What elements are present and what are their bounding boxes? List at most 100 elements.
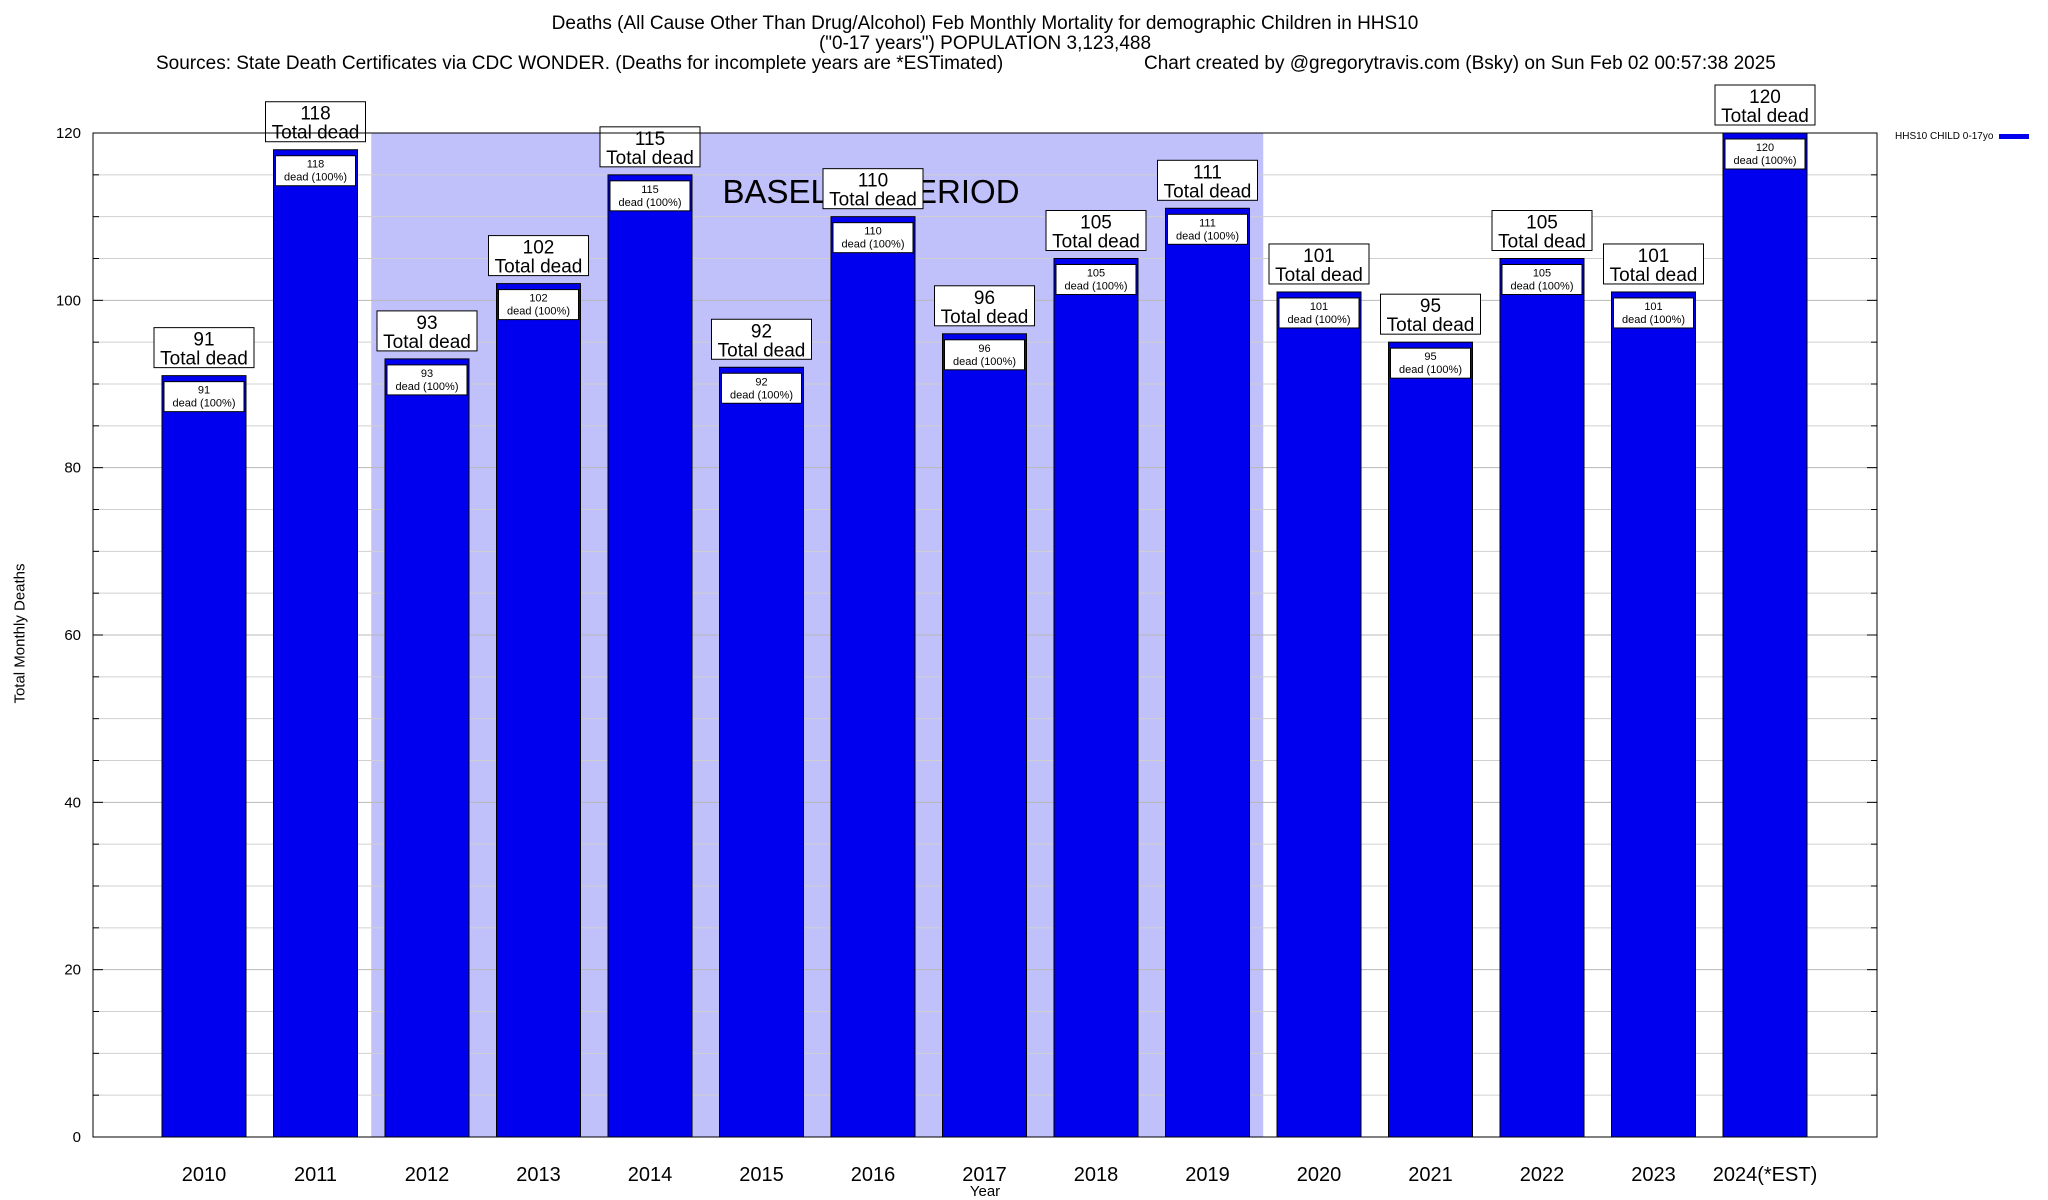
- bar-inner-label-box: [1167, 213, 1248, 245]
- bar-inner-label-box: [1055, 264, 1137, 295]
- legend-swatch: [1999, 133, 2030, 139]
- bar-inner-value: 93: [421, 368, 433, 380]
- bar-total-value: 91: [193, 330, 214, 351]
- bar-total-value: 102: [523, 238, 555, 259]
- bar: [1276, 291, 1362, 1138]
- bar-total-label-box: [1380, 293, 1481, 335]
- y-tick-label: 40: [64, 794, 81, 811]
- bar-total-value: 95: [1420, 296, 1441, 317]
- chart-credit: Chart created by @gregorytravis.com (Bsk…: [1144, 53, 1776, 74]
- chart-title-line2: ("0-17 years") POPULATION 3,123,488: [818, 33, 1152, 54]
- x-tick-label: 2020: [1297, 1164, 1342, 1186]
- bar: [1388, 341, 1473, 1138]
- x-tick-label: 2023: [1631, 1164, 1676, 1186]
- bar-total-label: Total dead: [1721, 106, 1809, 127]
- x-tick-label: 2016: [851, 1164, 896, 1186]
- y-tick-label: 60: [64, 627, 81, 644]
- bar-total-label-box: [1714, 84, 1816, 126]
- x-tick-label: 2015: [739, 1164, 784, 1186]
- bar-inner-label-box: [721, 372, 802, 404]
- bar-inner-value: 118: [307, 159, 325, 171]
- bar-total-label-box: [1157, 159, 1258, 201]
- bar-inner-value: 101: [1310, 301, 1328, 313]
- bar-total-label-box: [153, 327, 255, 369]
- x-tick-label: 2019: [1185, 1164, 1230, 1186]
- bar: [830, 216, 916, 1138]
- bar-inner-label: dead (100%): [284, 172, 347, 184]
- bar-inner-value: 95: [1424, 351, 1436, 363]
- x-tick-label: 2012: [405, 1164, 450, 1186]
- bar-total-value: 101: [1303, 246, 1335, 267]
- bar: [384, 358, 470, 1138]
- bar-inner-label: dead (100%): [1399, 364, 1462, 376]
- y-tick-label: 100: [56, 292, 81, 309]
- bar-inner-label-box: [609, 180, 691, 212]
- bar-total-label-box: [934, 285, 1035, 327]
- y-tick-label: 0: [73, 1129, 81, 1146]
- bar-inner-label: dead (100%): [1176, 230, 1239, 242]
- bar-total-label-box: [376, 310, 478, 352]
- x-tick-label: 2013: [516, 1164, 561, 1186]
- bar: [1499, 258, 1585, 1138]
- bar-inner-label: dead (100%): [619, 197, 682, 209]
- x-tick-label: 2014: [628, 1164, 673, 1186]
- x-tick-label: 2018: [1074, 1164, 1119, 1186]
- bar-inner-label-box: [1390, 347, 1471, 379]
- bar-total-value: 105: [1080, 213, 1112, 234]
- bar: [1053, 258, 1139, 1138]
- bar-inner-label: dead (100%): [1065, 281, 1128, 293]
- y-axis-label: Total Monthly Deaths: [11, 563, 29, 704]
- bar-total-label-box: [488, 235, 589, 277]
- bar-total-value: 118: [300, 104, 330, 125]
- bar-total-label-box: [1268, 243, 1370, 285]
- bar-inner-value: 102: [529, 293, 547, 305]
- bar-total-label: Total dead: [160, 349, 248, 370]
- bar-total-label-box: [1491, 210, 1593, 251]
- bar-inner-value: 110: [864, 226, 882, 238]
- bar-inner-value: 115: [641, 184, 659, 196]
- bar-total-value: 105: [1526, 213, 1558, 234]
- bar-inner-value: 101: [1644, 301, 1662, 313]
- bar-inner-label: dead (100%): [1622, 314, 1685, 326]
- bar: [1165, 207, 1250, 1138]
- bar-total-value: 101: [1638, 246, 1670, 267]
- bar-inner-value: 92: [755, 376, 767, 388]
- x-tick-label: 2024(*EST): [1713, 1164, 1818, 1186]
- bar-inner-value: 91: [198, 385, 210, 397]
- bar-inner-label: dead (100%): [730, 389, 793, 401]
- bar: [942, 333, 1027, 1138]
- bar-total-value: 110: [858, 171, 888, 192]
- bar-inner-label: dead (100%): [396, 381, 459, 393]
- bar-total-label: Total dead: [1610, 265, 1698, 286]
- legend: HHS10 CHILD 0-17yo: [1895, 131, 2030, 143]
- bar: [1611, 291, 1696, 1138]
- x-tick-label: 2011: [294, 1164, 337, 1186]
- bar-inner-label-box: [498, 289, 579, 321]
- bar-inner-value: 105: [1087, 268, 1105, 280]
- y-tick-label: 80: [64, 460, 81, 477]
- bar-inner-label-box: [1724, 138, 1806, 170]
- bar-inner-label: dead (100%): [173, 398, 236, 410]
- bar-total-label: Total dead: [829, 190, 917, 211]
- bar-inner-label-box: [1501, 264, 1583, 295]
- chart-title-line1: Deaths (All Cause Other Than Drug/Alcoho…: [551, 13, 1419, 34]
- bar-total-label: Total dead: [1498, 232, 1586, 253]
- bar-total-label: Total dead: [1164, 181, 1252, 202]
- bar-inner-value: 96: [978, 343, 990, 355]
- bar-total-label-box: [711, 318, 812, 360]
- bar-inner-label: dead (100%): [842, 239, 905, 251]
- bar-inner-label: dead (100%): [1511, 281, 1574, 293]
- bar-inner-value: 105: [1533, 268, 1551, 280]
- legend-label: HHS10 CHILD 0-17yo: [1895, 131, 1994, 142]
- x-tick-label: 2022: [1520, 1164, 1565, 1186]
- x-tick-label: 2017: [962, 1164, 1007, 1186]
- bar-inner-label-box: [163, 381, 245, 413]
- bar-inner-label: dead (100%): [953, 356, 1016, 368]
- x-axis-label: Year: [969, 1183, 1001, 1200]
- bar: [161, 375, 247, 1138]
- plot-border: [92, 132, 1878, 1138]
- bar-inner-label: dead (100%): [507, 306, 570, 318]
- bar-total-label: Total dead: [1275, 265, 1363, 286]
- bar-inner-label-box: [944, 339, 1025, 371]
